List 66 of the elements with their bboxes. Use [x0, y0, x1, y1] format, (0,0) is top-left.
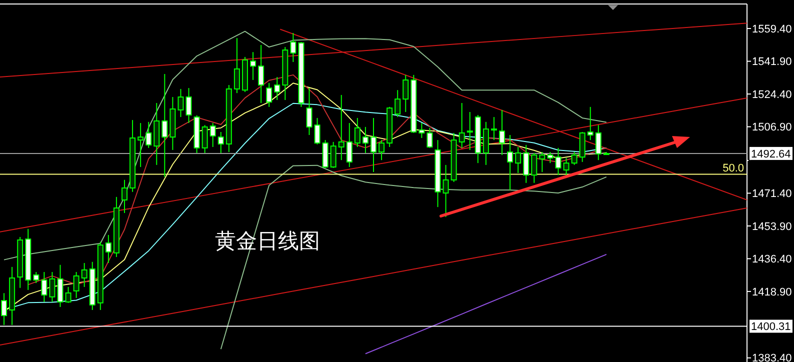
- candlestick: [523, 144, 530, 184]
- candlestick: [362, 126, 368, 154]
- candlestick: [290, 32, 296, 63]
- candlestick: [458, 102, 465, 148]
- candlestick: [482, 121, 489, 166]
- candlestick: [274, 76, 280, 101]
- candlestick: [306, 88, 312, 136]
- candlestick: [539, 152, 546, 173]
- candlestick: [378, 140, 385, 161]
- candlestick: [394, 90, 401, 118]
- candlestick: [466, 111, 473, 150]
- candlestick: [507, 134, 514, 191]
- candlestick: [402, 74, 409, 112]
- candlestick: [330, 141, 336, 168]
- candlestick: [587, 106, 594, 141]
- candlestick: [490, 116, 497, 141]
- candlestick: [49, 271, 56, 302]
- y-tick-label: 1524.40: [752, 88, 792, 101]
- candlestick: [33, 271, 40, 284]
- candlestick: [105, 234, 112, 264]
- candlestick: [81, 262, 88, 288]
- candlestick: [162, 73, 168, 178]
- candlestick: [202, 124, 208, 154]
- y-tick-label: 1383.40: [752, 352, 792, 362]
- candlestick: [418, 122, 425, 138]
- candlestick: [178, 88, 184, 118]
- candlestick: [354, 117, 360, 148]
- candlestick: [234, 38, 240, 94]
- candlestick: [442, 164, 449, 218]
- candlestick: [499, 109, 506, 156]
- y-tick-label: 1506.90: [752, 122, 792, 134]
- candlestick: [595, 124, 602, 161]
- y-tick-label: 1559.40: [752, 23, 792, 36]
- candlestick: [41, 271, 48, 302]
- candlestick: [338, 94, 344, 161]
- candlestick: [266, 82, 272, 108]
- candlestick: [258, 44, 264, 104]
- candlestick: [210, 122, 216, 148]
- candlestick: [555, 147, 562, 176]
- y-tick-label: 1541.90: [752, 56, 792, 68]
- ref-line-label: 1400.31: [751, 321, 791, 334]
- ref-line-label: 1492.64: [751, 148, 791, 160]
- candlestick: [218, 132, 224, 154]
- annotation: 50.0: [722, 162, 744, 174]
- y-tick-label: 1436.40: [752, 254, 792, 266]
- candlestick: [73, 271, 80, 298]
- candlestick: [122, 179, 128, 214]
- candlestick: [531, 152, 538, 184]
- candlestick: [250, 52, 256, 80]
- candlestick: [57, 264, 64, 308]
- candlestick: [547, 152, 554, 164]
- y-tick-label: 1471.40: [752, 188, 792, 200]
- candlestick: [314, 117, 320, 145]
- candlestick: [322, 140, 328, 168]
- candlestick: [346, 122, 352, 168]
- y-tick-label: 1453.90: [752, 220, 792, 233]
- candlestick: [563, 158, 570, 178]
- y-tick-label: 1418.90: [752, 286, 792, 298]
- candlestick: [65, 286, 72, 304]
- candlestick: [515, 146, 522, 174]
- candlestick: [571, 152, 578, 166]
- candlestick: [426, 127, 433, 148]
- candlestick: [370, 117, 376, 173]
- candlestick: [138, 122, 144, 168]
- candlestick: [186, 88, 192, 124]
- candlestick: [146, 121, 152, 148]
